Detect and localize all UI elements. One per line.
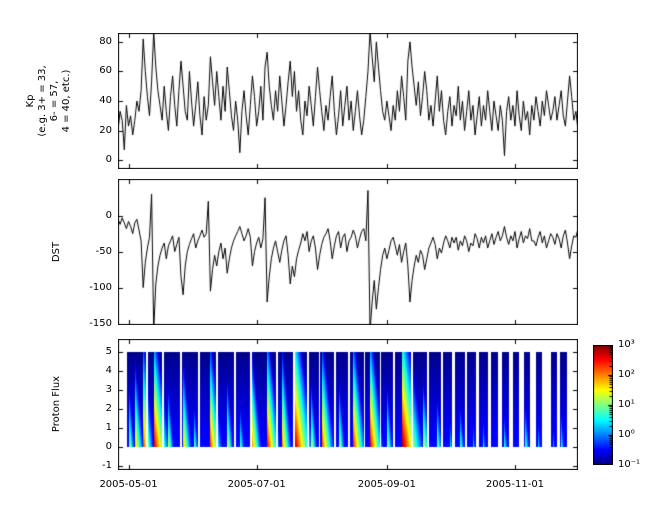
kp-line-chart-canvas [118, 33, 578, 169]
dst-y-tick-label: -100 [89, 281, 112, 293]
proton_flux-y-tick-label: 2 [105, 403, 112, 415]
dst-y-tick-label: -150 [89, 317, 112, 329]
x-axis-tick-label: 2005-09-01 [357, 479, 416, 490]
kp-y-tick-label: 0 [105, 154, 112, 166]
kp-y-axis-label: Kp (e.g. 3+ = 33, 6- = 57, 4 = 40, etc.) [25, 65, 72, 137]
proton_flux-y-tick-label: 1 [105, 422, 112, 434]
x-axis-tick-label: 2005-07-01 [227, 479, 286, 490]
dst-y-tick-label: -50 [95, 245, 112, 257]
proton_flux-y-tick-label: 5 [105, 346, 112, 358]
colorbar-tick-label: 10² [618, 369, 635, 380]
kp-y-tick-label: 20 [99, 124, 112, 136]
colorbar-canvas [593, 345, 613, 465]
proton-flux-y-axis-label: Proton Flux [51, 375, 62, 433]
colorbar-tick-label: 10³ [618, 339, 635, 350]
proton_flux-y-tick-label: 3 [105, 384, 112, 396]
x-axis-tick-label: 2005-05-01 [99, 479, 158, 490]
kp-y-tick-label: 80 [99, 35, 112, 47]
colorbar-tick-label: 10¹ [618, 399, 635, 410]
colorbar-tick-label: 10⁰ [618, 429, 635, 440]
proton_flux-y-tick-label: -1 [102, 460, 112, 472]
kp-y-tick-label: 40 [99, 95, 112, 106]
dst-y-tick-label: 0 [105, 209, 112, 221]
dst-line-chart-canvas [118, 179, 578, 325]
proton-flux-heatmap-canvas [118, 339, 578, 470]
proton_flux-y-tick-label: 0 [105, 441, 112, 453]
colorbar-tick-label: 10⁻¹ [618, 459, 641, 470]
x-axis-tick-label: 2005-11-01 [485, 479, 545, 490]
dst-y-axis-label: DST [51, 241, 62, 263]
proton_flux-y-tick-label: 4 [105, 365, 112, 377]
kp-y-tick-label: 60 [99, 65, 112, 77]
